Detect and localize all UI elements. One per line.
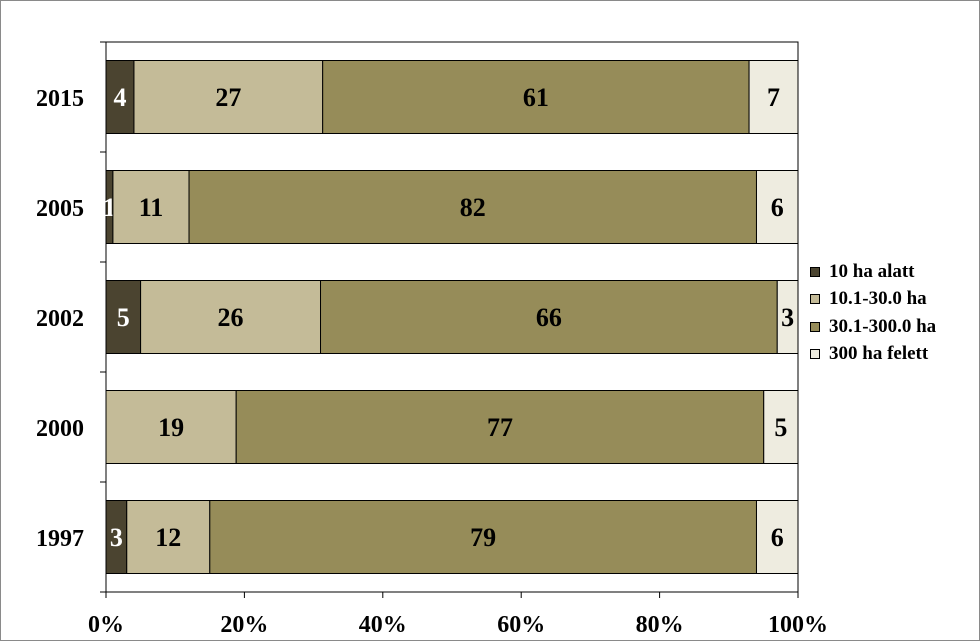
bar-segment <box>209 500 757 574</box>
data-label: 3 <box>110 523 123 552</box>
y-axis-category-label: 2005 <box>36 196 84 222</box>
x-axis-tick-label: 20% <box>220 612 268 638</box>
bar-segment <box>112 170 190 244</box>
bar-segment <box>755 170 799 244</box>
legend-item-4: 300 ha felett <box>810 341 936 369</box>
data-label: 3 <box>781 303 794 332</box>
bar-segment <box>748 60 799 134</box>
bar-segment <box>105 390 237 464</box>
bar-segment <box>776 280 799 354</box>
bar-segment <box>126 500 211 574</box>
bar-segment <box>763 390 799 464</box>
data-label: 5 <box>774 413 787 442</box>
y-axis-category-label: 2002 <box>36 306 84 332</box>
data-label: 27 <box>215 83 241 112</box>
data-label: 61 <box>523 83 549 112</box>
bar-segment <box>755 500 799 574</box>
x-axis-tick-label: 40% <box>359 612 407 638</box>
y-axis-category-label: 2015 <box>36 86 84 112</box>
bar-segment <box>320 280 778 354</box>
data-label: 6 <box>771 523 784 552</box>
data-label: 5 <box>117 303 130 332</box>
x-axis-tick-label: 60% <box>497 612 545 638</box>
data-label: 6 <box>771 193 784 222</box>
data-label: 82 <box>460 193 486 222</box>
data-label: 7 <box>767 83 780 112</box>
y-axis-category-label: 1997 <box>36 526 84 552</box>
x-axis-tick-label: 100% <box>768 612 828 638</box>
bar-segment <box>105 280 142 354</box>
legend-label-4: 300 ha felett <box>829 343 929 365</box>
bar-segment <box>133 60 324 134</box>
legend-swatch-4 <box>810 349 820 360</box>
data-label: 79 <box>470 523 496 552</box>
data-label: 12 <box>155 523 181 552</box>
y-axis-category-label: 2000 <box>36 416 84 442</box>
legend-item-3: 30.1-300.0 ha <box>810 313 936 341</box>
legend-label-3: 30.1-300.0 ha <box>829 315 937 337</box>
bar-segment <box>235 390 765 464</box>
legend-label-1: 10 ha alatt <box>829 260 915 282</box>
data-label: 4 <box>113 83 126 112</box>
bar-segment <box>140 280 322 354</box>
legend: 10 ha alatt 10.1-30.0 ha 30.1-300.0 ha 3… <box>810 258 936 368</box>
bar-segment <box>105 60 135 134</box>
bar-segment <box>188 170 757 244</box>
data-label: 26 <box>218 303 244 332</box>
legend-swatch-2 <box>810 294 820 305</box>
legend-item-2: 10.1-30.0 ha <box>810 286 936 314</box>
legend-swatch-1 <box>810 266 820 277</box>
legend-swatch-3 <box>810 321 820 332</box>
legend-label-2: 10.1-30.0 ha <box>829 288 927 310</box>
legend-item-1: 10 ha alatt <box>810 258 936 286</box>
data-label: 77 <box>487 413 513 442</box>
data-label: 11 <box>139 193 164 222</box>
x-axis-tick-label: 80% <box>636 612 684 638</box>
data-label: 19 <box>158 413 184 442</box>
x-axis-tick-label: 0% <box>88 612 124 638</box>
bar-segment <box>322 60 750 134</box>
data-label: 66 <box>536 303 562 332</box>
